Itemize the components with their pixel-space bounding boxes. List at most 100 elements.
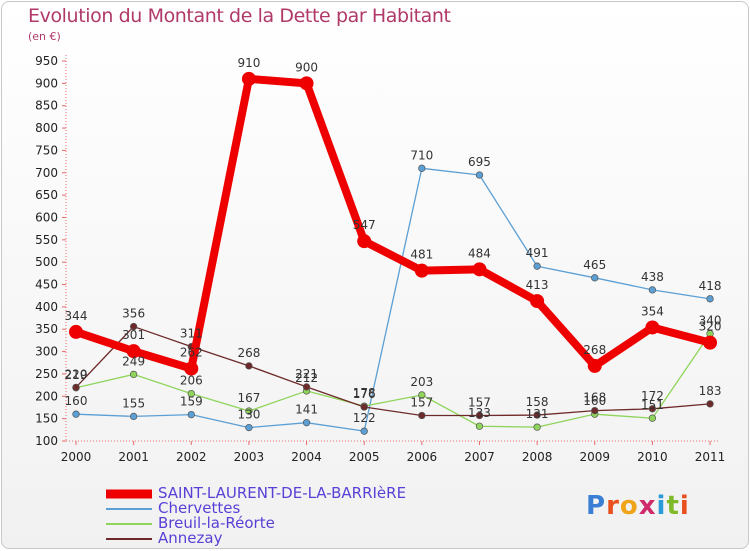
data-point [591,406,599,415]
logo-letter: i [656,491,667,521]
data-label: 219 [65,368,88,382]
data-point [648,286,657,294]
data-point [72,383,80,392]
data-label: 418 [699,279,722,293]
y-tick-label: 850 [35,99,58,113]
data-point [245,362,253,370]
y-tick-label: 800 [35,121,58,135]
data-label: 176 [353,387,376,401]
logo-letter: i [679,491,690,521]
legend-swatch [106,537,152,540]
y-tick-label: 100 [35,434,58,448]
legend-swatch [106,507,152,510]
data-label: 203 [410,375,433,389]
data-label: 212 [295,371,318,385]
data-label: 438 [641,270,664,284]
data-label: 151 [641,398,664,412]
y-tick-label: 650 [35,188,58,202]
x-tick-label: 2008 [522,450,553,464]
data-label: 413 [526,278,549,292]
x-tick-label: 2010 [637,450,668,464]
legend-label: Annezay [158,529,223,547]
data-point [533,423,541,431]
data-label: 344 [65,309,88,323]
data-point [418,411,426,420]
data-label: 167 [237,391,260,405]
data-label: 301 [122,328,145,342]
data-point [69,324,83,339]
data-label: 340 [699,314,722,328]
data-label: 491 [526,246,549,260]
y-tick-label: 150 [35,412,58,426]
data-label: 311 [180,327,203,341]
data-point [648,405,657,413]
logo-letter: P [586,491,607,521]
data-point [418,164,426,172]
data-label: 484 [468,246,491,260]
data-point [475,411,484,420]
series-line [72,74,715,373]
data-label: 220 [65,367,88,381]
y-tick-label: 250 [35,367,58,381]
x-tick-label: 2006 [407,450,438,464]
data-point [245,407,253,415]
data-point [706,400,714,408]
data-point [187,410,195,419]
data-point [360,403,368,411]
x-tick-label: 2007 [464,450,495,464]
data-point [360,427,368,435]
legend-label: Chervettes [158,499,241,517]
data-point [530,294,545,309]
y-tick-label: 350 [35,322,58,336]
y-tick-label: 700 [35,166,58,180]
data-label: 268 [237,346,260,360]
data-label: 320 [699,320,722,334]
logo-letter: r [606,491,620,521]
series-line [75,325,711,417]
data-label: 695 [468,155,491,169]
data-point [414,263,429,278]
data-point [299,76,314,91]
x-tick-label: 2000 [61,450,92,464]
data-label: 157 [468,396,491,410]
data-point [475,422,484,430]
data-label: 157 [410,396,433,410]
data-point [533,411,541,419]
data-label: 249 [122,354,145,368]
data-point [645,320,660,335]
data-label: 133 [468,406,491,420]
y-tick-label: 950 [35,54,58,68]
data-point [241,71,256,86]
x-tick-label: 2004 [291,450,322,464]
data-label: 356 [122,307,145,321]
data-point [126,344,141,359]
series-line [75,333,711,428]
chart-title: Evolution du Montant de la Dette par Hab… [28,5,451,27]
data-label: 481 [410,248,433,262]
data-label: 160 [583,394,606,408]
data-label: 178 [353,386,376,400]
data-point [591,274,599,282]
y-tick-label: 200 [35,389,58,403]
data-point [72,410,80,418]
y-tick-label: 500 [35,255,58,269]
data-label: 183 [699,384,722,398]
data-point [187,389,195,398]
x-tick-label: 2009 [579,450,610,464]
data-label: 206 [180,374,203,388]
y-tick-label: 400 [35,300,58,314]
data-point [648,414,657,422]
data-point [706,295,714,303]
y-tick-label: 600 [35,210,58,224]
x-tick-label: 2011 [695,450,726,464]
data-label: 547 [353,218,376,232]
data-point [703,335,718,350]
legend-swatch [106,489,152,498]
y-tick-label: 300 [35,345,58,359]
data-point [184,361,199,376]
x-tick-label: 2005 [349,450,380,464]
data-label: 221 [295,367,318,381]
chart-unit: (en €) [28,30,61,43]
logo-letter: t [666,491,680,521]
